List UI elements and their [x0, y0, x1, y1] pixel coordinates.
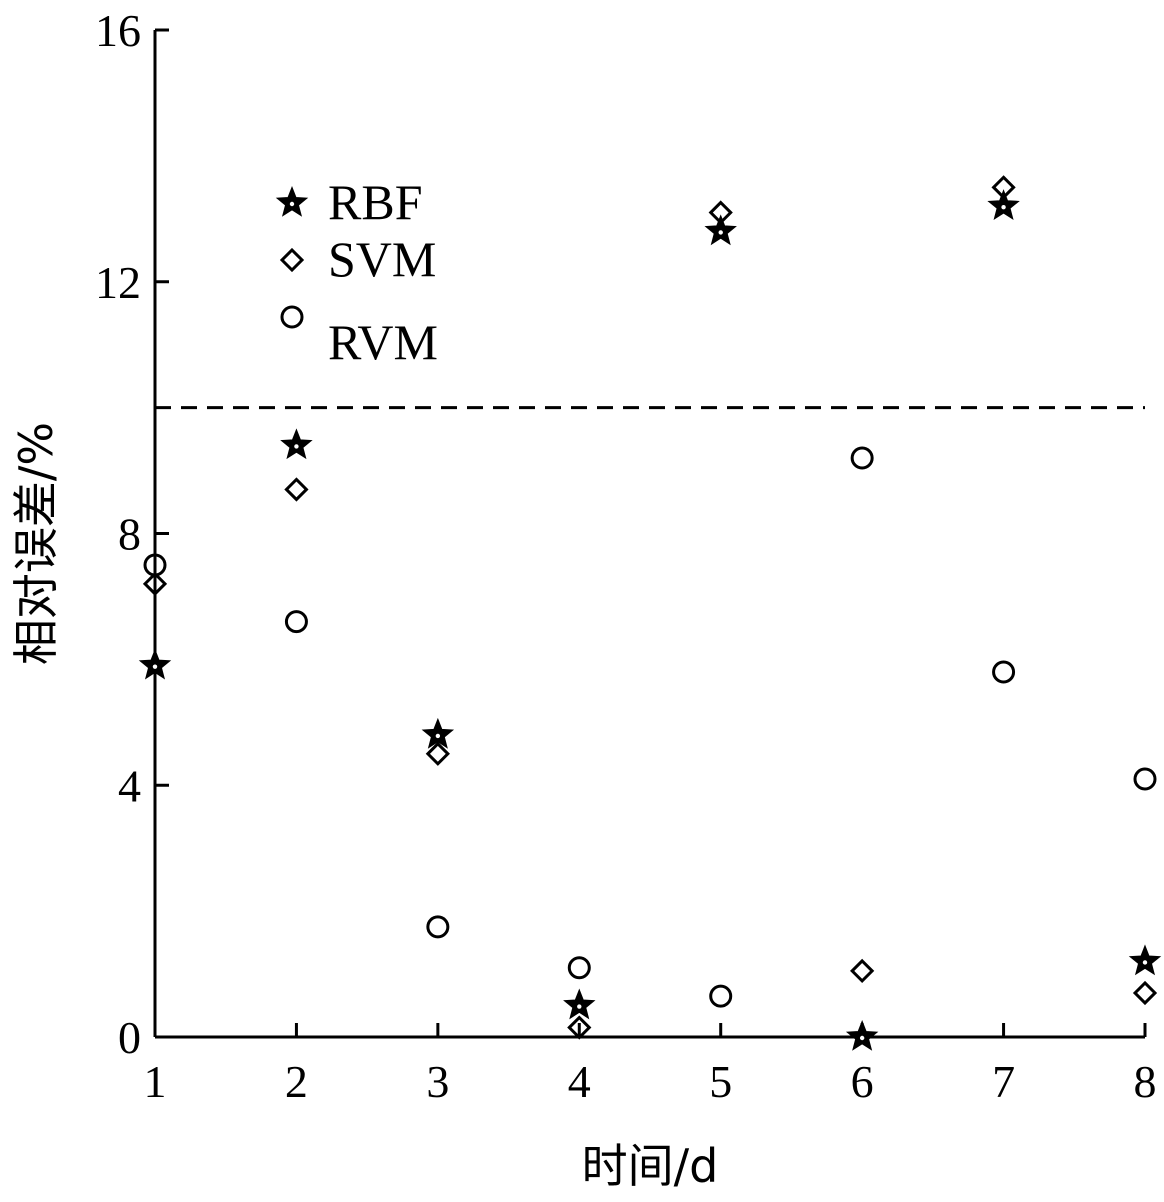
rbf-point [987, 189, 1020, 221]
rvm-point [850, 446, 874, 470]
svm-point [991, 175, 1016, 200]
rbf-point [1128, 944, 1162, 976]
rbf-point [563, 988, 596, 1020]
rbf-point [138, 648, 172, 680]
y-tick-label: 16 [95, 5, 141, 56]
rvm-point [1133, 767, 1157, 791]
x-tick-label: 2 [285, 1056, 308, 1107]
rvm-point [992, 660, 1016, 684]
x-tick-label: 1 [144, 1056, 167, 1107]
x-tick-label: 6 [851, 1056, 874, 1107]
x-tick-label: 7 [992, 1056, 1015, 1107]
svm-point [425, 741, 450, 766]
rvm-point [567, 956, 591, 980]
y-axis-label: 相对误差/% [9, 422, 63, 665]
legend-label-rvm: RVM [328, 314, 438, 370]
data-points [138, 175, 1162, 1051]
rbf-point [704, 214, 737, 246]
legend-label-svm: SVM [328, 231, 436, 287]
rvm-point [284, 610, 308, 634]
y-tick-label: 0 [118, 1012, 141, 1063]
y-tick-label: 8 [118, 509, 141, 560]
x-tick-label: 4 [568, 1056, 591, 1107]
rvm-point [709, 984, 733, 1008]
legend-label-rbf: RBF [328, 174, 423, 230]
svm-point [567, 1015, 592, 1040]
rbf-point [421, 717, 455, 749]
rvm-point [426, 915, 450, 939]
rbf-point [845, 1019, 879, 1051]
rbf-point [280, 428, 313, 460]
svm-point [1132, 980, 1158, 1006]
x-axis-label: 时间/d [582, 1139, 719, 1193]
x-tick-label: 3 [426, 1056, 449, 1107]
svm-point [708, 200, 733, 225]
svm-point [284, 477, 309, 502]
y-tick-label: 12 [95, 257, 141, 308]
svm-point [142, 571, 168, 596]
axes [153, 30, 1145, 1039]
svm-point [850, 958, 875, 984]
y-tick-label: 4 [118, 760, 141, 811]
rvm-point [143, 553, 167, 577]
legend-marker-svm [279, 247, 305, 273]
legend-marker-rvm [280, 305, 304, 329]
x-tick-label: 8 [1134, 1056, 1157, 1107]
legend-marker-rbf [275, 185, 309, 217]
x-tick-label: 5 [709, 1056, 732, 1107]
